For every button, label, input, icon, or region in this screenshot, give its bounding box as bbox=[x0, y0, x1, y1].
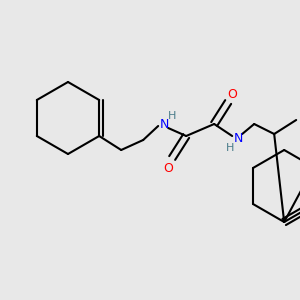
Text: O: O bbox=[163, 161, 173, 175]
Text: H: H bbox=[226, 143, 234, 153]
Text: O: O bbox=[227, 88, 237, 100]
Text: O: O bbox=[299, 107, 300, 121]
Text: N: N bbox=[233, 131, 243, 145]
Text: H: H bbox=[168, 111, 176, 121]
Text: N: N bbox=[160, 118, 169, 130]
